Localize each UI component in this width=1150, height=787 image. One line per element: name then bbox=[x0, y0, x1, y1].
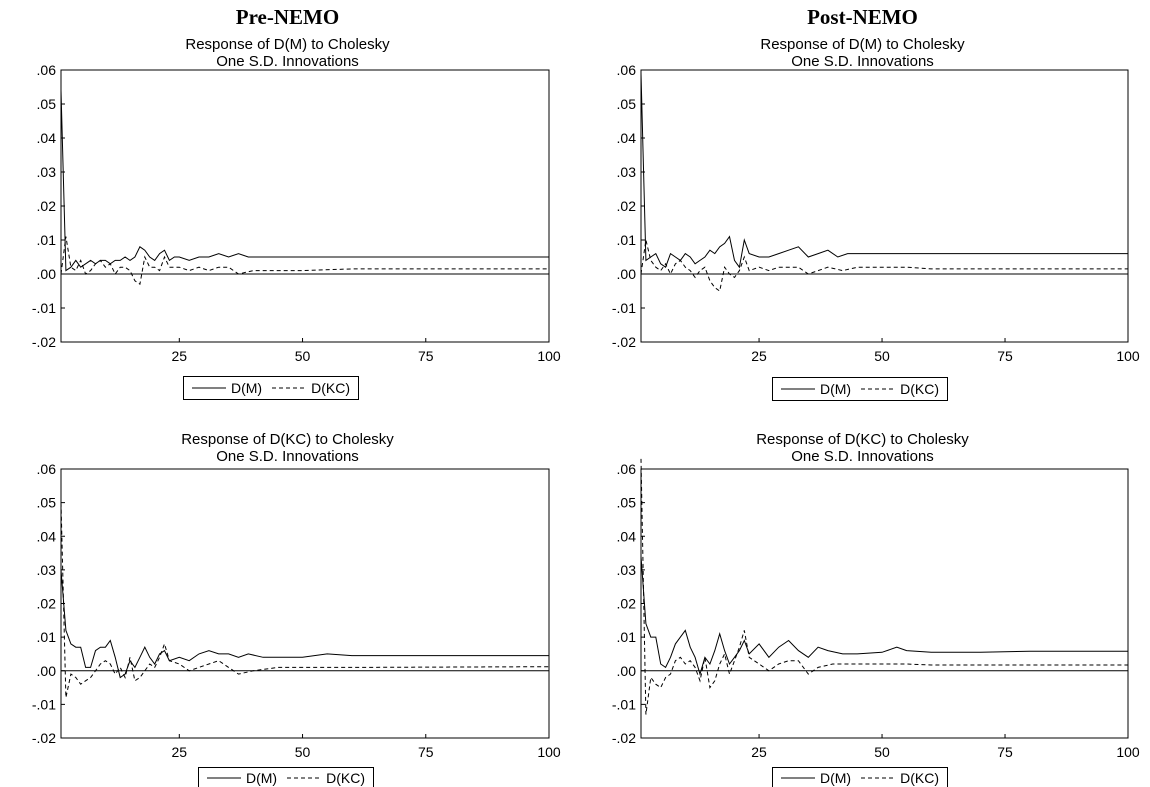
chart-plot: .06 .05 .04 .03 .02 .01 .00 -.01 -.02 25 50 75 100 bbox=[32, 461, 561, 760]
x-tick-label: 75 bbox=[997, 744, 1013, 760]
y-tick-label: .02 bbox=[37, 198, 57, 214]
y-tick-label: .06 bbox=[617, 62, 637, 78]
y-tick-label: .04 bbox=[617, 130, 637, 146]
chart-panel-post-dkc: Response of D(KC) to Cholesky One S.D. I… bbox=[575, 393, 1150, 787]
x-tick-label: 50 bbox=[295, 348, 311, 364]
legend-item-dkc: D(KC) bbox=[272, 380, 350, 396]
chart-title-line1: Response of D(M) to Cholesky bbox=[185, 36, 390, 53]
y-tick-label: .02 bbox=[37, 596, 57, 612]
y-tick-label: -.02 bbox=[612, 730, 636, 746]
chart-panel-pre-dm: Response of D(M) to Cholesky One S.D. In… bbox=[0, 0, 575, 400]
series-line-dm bbox=[60, 569, 549, 679]
x-tick-label: 100 bbox=[1116, 348, 1140, 364]
y-tick-label: .00 bbox=[617, 663, 637, 679]
chart-title-line2: One S.D. Innovations bbox=[216, 53, 359, 70]
plot-frame bbox=[640, 468, 1129, 739]
chart-legend: D(M) D(KC) bbox=[772, 767, 948, 787]
series-line-dkc bbox=[640, 239, 1128, 292]
y-tick-label: .00 bbox=[37, 663, 57, 679]
pre-nemo-heading: Pre-NEMO bbox=[235, 5, 340, 29]
y-tick-label: .05 bbox=[37, 96, 57, 112]
legend-item-dm: D(M) bbox=[781, 769, 852, 786]
x-tick-label: 75 bbox=[418, 348, 434, 364]
y-tick-label: -.01 bbox=[612, 300, 636, 316]
chart-legend: D(M) D(KC) bbox=[772, 377, 948, 401]
y-tick-label: -.02 bbox=[32, 334, 56, 350]
series-line-dm bbox=[640, 556, 1128, 676]
series-line-dkc bbox=[60, 502, 550, 698]
series-line-dm bbox=[640, 73, 1128, 269]
legend-item-dm: D(M) bbox=[207, 769, 278, 786]
y-tick-label: .00 bbox=[617, 266, 637, 282]
chart-plot: .06 .05 .04 .03 .02 .01 .00 -.01 -.02 25 50 75 100 bbox=[612, 458, 1140, 760]
y-tick-label: .05 bbox=[617, 96, 637, 112]
chart-title-line1: Response of D(KC) to Cholesky bbox=[756, 431, 969, 448]
chart-panel-pre-dkc: Response of D(KC) to Cholesky One S.D. I… bbox=[0, 393, 575, 787]
chart-title-line1: Response of D(KC) to Cholesky bbox=[181, 431, 394, 448]
chart-title-line2: One S.D. Innovations bbox=[216, 448, 359, 465]
post-nemo-heading: Post-NEMO bbox=[807, 5, 918, 29]
x-tick-label: 50 bbox=[874, 348, 890, 364]
chart-plot: .06 .05 .04 .03 .02 .01 .00 -.01 -.02 25 50 75 100 bbox=[32, 62, 561, 364]
x-tick-label: 100 bbox=[537, 744, 561, 760]
y-tick-label: .04 bbox=[37, 528, 57, 544]
x-tick-label: 25 bbox=[751, 348, 767, 364]
y-tick-label: .03 bbox=[617, 562, 637, 578]
plot-frame bbox=[60, 468, 550, 739]
y-tick-label: .02 bbox=[617, 198, 637, 214]
y-tick-label: .01 bbox=[37, 232, 57, 248]
y-tick-label: .01 bbox=[617, 232, 637, 248]
legend-item-dkc: D(KC) bbox=[287, 769, 365, 786]
y-tick-label: .03 bbox=[617, 164, 637, 180]
y-tick-label: .01 bbox=[617, 629, 637, 645]
legend-item-dkc: D(KC) bbox=[861, 769, 939, 786]
chart-title-line2: One S.D. Innovations bbox=[791, 448, 934, 465]
y-tick-label: -.01 bbox=[32, 696, 56, 712]
chart-legend: D(M) D(KC) bbox=[198, 767, 374, 787]
y-tick-label: .06 bbox=[617, 461, 637, 477]
y-tick-label: .05 bbox=[617, 495, 637, 511]
y-tick-label: .06 bbox=[37, 461, 57, 477]
x-tick-label: 25 bbox=[751, 744, 767, 760]
x-tick-label: 100 bbox=[537, 348, 561, 364]
y-tick-label: .04 bbox=[617, 528, 637, 544]
x-tick-label: 50 bbox=[295, 744, 311, 760]
plot-frame bbox=[640, 69, 1129, 343]
y-tick-label: .03 bbox=[37, 562, 57, 578]
y-tick-label: .00 bbox=[37, 266, 57, 282]
x-tick-label: 25 bbox=[172, 744, 188, 760]
x-tick-label: 50 bbox=[874, 744, 890, 760]
x-tick-label: 100 bbox=[1116, 744, 1140, 760]
plot-frame bbox=[60, 69, 550, 343]
chart-title-line1: Response of D(M) to Cholesky bbox=[760, 36, 965, 53]
series-line-dm bbox=[60, 90, 549, 272]
y-tick-label: .05 bbox=[37, 495, 57, 511]
chart-plot: .06 .05 .04 .03 .02 .01 .00 -.01 -.02 25 50 75 100 bbox=[612, 62, 1140, 364]
y-tick-label: .03 bbox=[37, 164, 57, 180]
x-tick-label: 75 bbox=[997, 348, 1013, 364]
chart-title-line2: One S.D. Innovations bbox=[791, 53, 934, 70]
y-tick-label: -.02 bbox=[32, 730, 56, 746]
y-tick-label: -.01 bbox=[32, 300, 56, 316]
y-tick-label: .06 bbox=[37, 62, 57, 78]
series-line-dkc bbox=[640, 458, 1128, 715]
series-line-dkc bbox=[60, 236, 549, 286]
legend-item-dm: D(M) bbox=[781, 381, 852, 397]
legend-item-dm: D(M) bbox=[192, 380, 263, 396]
chart-legend: D(M) D(KC) bbox=[183, 376, 359, 400]
legend-item-dkc: D(KC) bbox=[861, 381, 939, 397]
y-tick-label: .01 bbox=[37, 629, 57, 645]
chart-panel-post-dm: Response of D(M) to Cholesky One S.D. In… bbox=[575, 0, 1150, 401]
y-tick-label: .04 bbox=[37, 130, 57, 146]
y-tick-label: -.01 bbox=[612, 696, 636, 712]
x-tick-label: 25 bbox=[172, 348, 188, 364]
y-tick-label: .02 bbox=[617, 596, 637, 612]
y-tick-label: -.02 bbox=[612, 334, 636, 350]
x-tick-label: 75 bbox=[418, 744, 434, 760]
